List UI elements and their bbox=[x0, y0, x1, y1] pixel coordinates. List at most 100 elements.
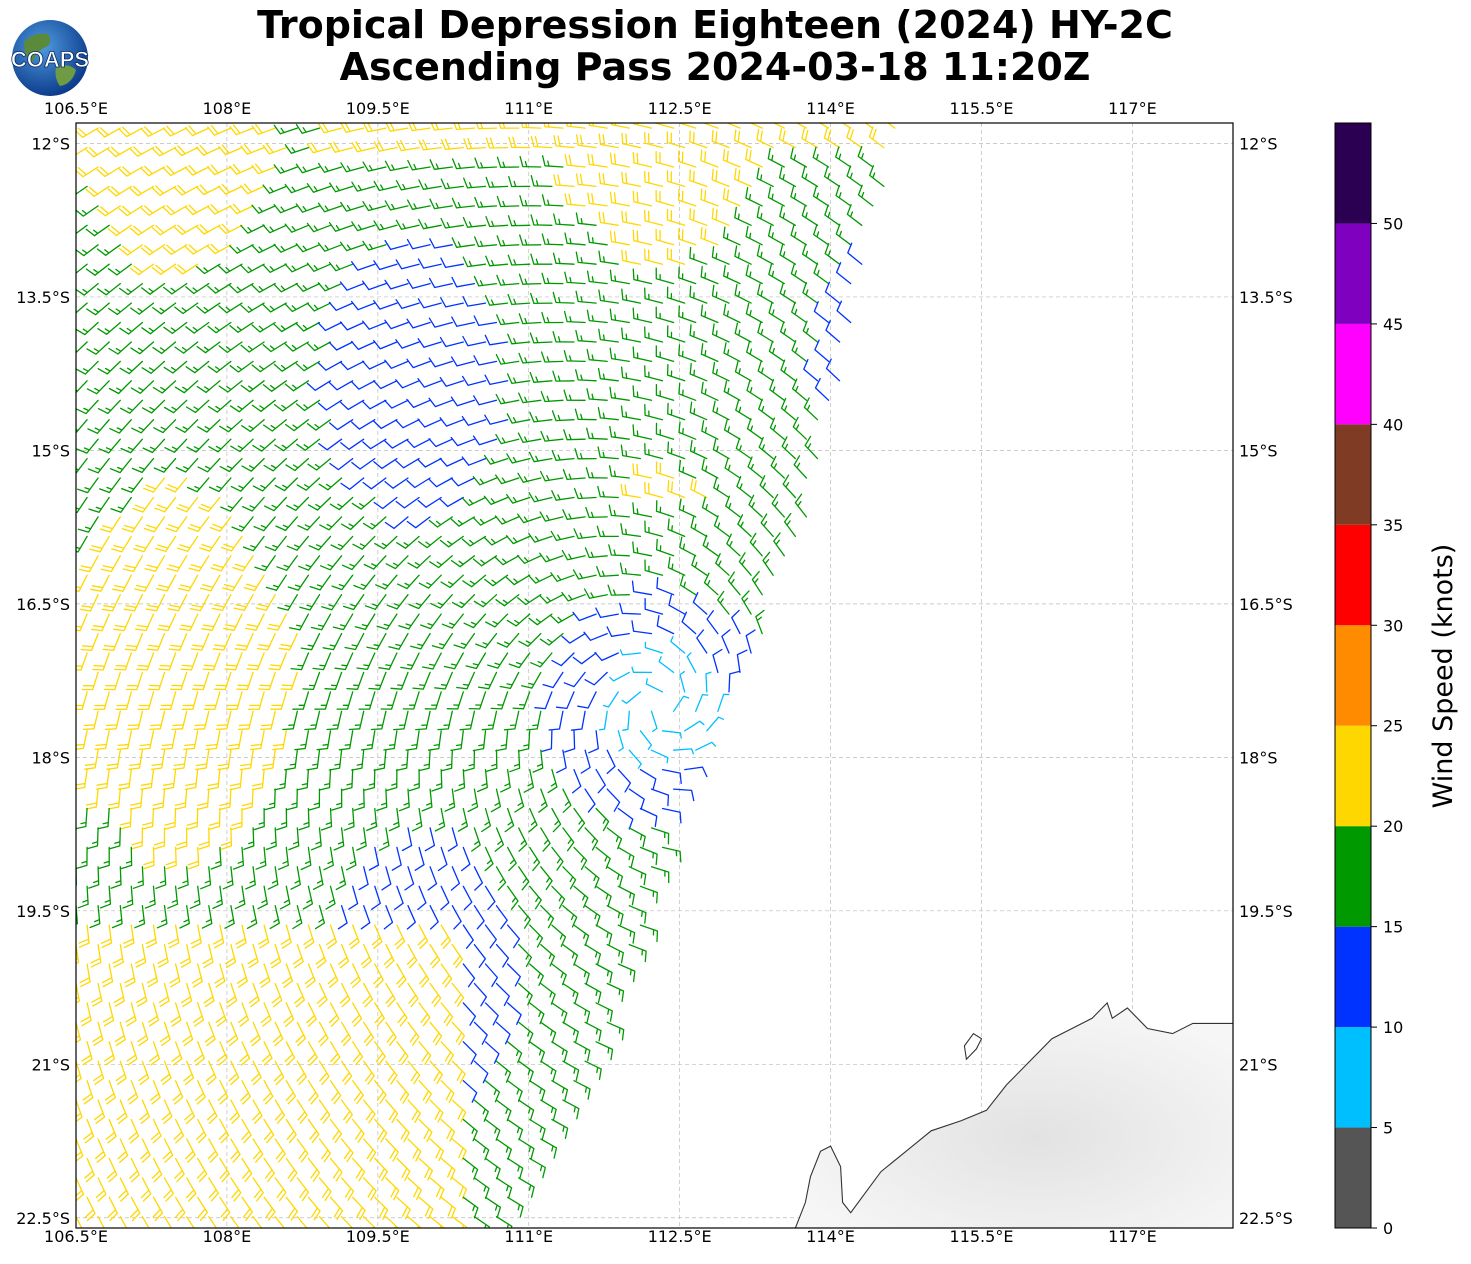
wind-barb bbox=[254, 555, 276, 572]
wind-barb bbox=[738, 552, 752, 576]
wind-barb bbox=[650, 788, 670, 807]
wind-barb bbox=[348, 710, 365, 731]
wind-barb bbox=[208, 1177, 219, 1202]
wind-barb bbox=[187, 846, 200, 870]
wind-barb bbox=[115, 691, 132, 711]
wind-barb bbox=[639, 730, 653, 750]
wind-barb bbox=[418, 574, 442, 589]
wind-barb bbox=[462, 574, 487, 588]
wind-barb bbox=[644, 598, 664, 615]
wind-barb bbox=[299, 594, 321, 611]
wind-barb bbox=[396, 1080, 410, 1104]
wind-barb bbox=[632, 424, 653, 440]
wind-barb bbox=[700, 188, 719, 207]
wind-barb bbox=[417, 338, 442, 348]
wind-barb bbox=[295, 282, 321, 292]
wind-barb bbox=[655, 228, 675, 246]
wind-barb bbox=[528, 492, 553, 503]
wind-barb bbox=[230, 1138, 241, 1163]
wind-barb bbox=[658, 656, 675, 674]
wind-barb bbox=[723, 342, 741, 363]
lon-tick-label: 108°E bbox=[203, 1227, 252, 1246]
wind-barb bbox=[483, 454, 509, 465]
wind-barb bbox=[518, 866, 530, 891]
wind-barb bbox=[162, 205, 188, 216]
wind-barb bbox=[86, 341, 110, 355]
wind-barb bbox=[328, 341, 354, 351]
wind-barb bbox=[152, 341, 177, 355]
wind-barb bbox=[78, 924, 90, 948]
wind-barb bbox=[661, 807, 682, 824]
wind-barb bbox=[749, 532, 763, 557]
wind-barb bbox=[749, 123, 763, 129]
wind-barb bbox=[85, 788, 99, 810]
wind-barb bbox=[76, 419, 88, 434]
wind-barb bbox=[518, 982, 533, 1006]
wind-barb bbox=[405, 730, 420, 751]
wind-barb bbox=[318, 1138, 332, 1163]
wind-barb bbox=[76, 555, 77, 558]
wind-barb bbox=[133, 535, 155, 553]
wind-barb bbox=[174, 341, 199, 354]
wind-barb bbox=[584, 788, 596, 813]
wind-barb bbox=[412, 671, 431, 690]
wind-barb bbox=[778, 128, 797, 149]
wind-barb bbox=[606, 827, 623, 850]
wind-barb bbox=[447, 827, 458, 852]
wind-barb bbox=[96, 127, 121, 138]
wind-barb bbox=[541, 311, 564, 324]
wind-barb bbox=[119, 807, 132, 830]
wind-barb bbox=[780, 397, 797, 421]
wind-barb bbox=[609, 308, 630, 324]
wind-barb bbox=[609, 152, 630, 168]
wind-barb bbox=[273, 360, 298, 372]
wind-barb bbox=[586, 348, 608, 363]
wind-barb bbox=[506, 1196, 524, 1218]
wind-barb bbox=[321, 594, 343, 611]
wind-barb bbox=[294, 730, 310, 751]
colorbar-tick-label: 20 bbox=[1383, 817, 1403, 836]
wind-barb bbox=[252, 438, 276, 452]
wind-barb bbox=[111, 535, 132, 553]
wind-barb bbox=[598, 172, 619, 188]
wind-barb bbox=[450, 356, 476, 367]
wind-barb bbox=[383, 943, 395, 969]
wind-barb bbox=[429, 1216, 445, 1228]
wind-barb bbox=[494, 515, 520, 525]
wind-barb bbox=[519, 195, 542, 207]
wind-barb bbox=[207, 124, 232, 136]
wind-barb bbox=[76, 457, 88, 474]
wind-barb bbox=[494, 474, 520, 485]
wind-barb bbox=[746, 418, 763, 440]
colorbar-tick-label: 50 bbox=[1383, 214, 1403, 233]
wind-barb bbox=[528, 532, 553, 543]
island-outline bbox=[963, 1032, 983, 1061]
wind-barb bbox=[76, 1021, 82, 1044]
wind-barb bbox=[89, 905, 101, 929]
wind-barb bbox=[439, 457, 464, 467]
wind-barb bbox=[163, 282, 188, 295]
wind-barb bbox=[306, 183, 332, 193]
wind-barb bbox=[163, 360, 188, 374]
title-line-2: Ascending Pass 2024-03-18 11:20Z bbox=[339, 45, 1091, 89]
wind-barb bbox=[824, 243, 841, 265]
wind-barb bbox=[768, 263, 785, 285]
wind-barb bbox=[583, 588, 608, 599]
wind-barb bbox=[595, 1002, 613, 1022]
wind-barb bbox=[472, 435, 498, 446]
wind-barb bbox=[518, 1021, 534, 1044]
wind-barb bbox=[437, 710, 453, 731]
wind-barb bbox=[388, 632, 409, 650]
wind-barb bbox=[76, 166, 99, 178]
wind-barb bbox=[459, 710, 476, 731]
lat-tick-label: 16.5°S bbox=[1239, 595, 1293, 614]
wind-barb bbox=[329, 141, 354, 153]
wind-barb bbox=[242, 535, 265, 552]
wind-barb bbox=[607, 584, 630, 596]
wind-barb bbox=[76, 827, 77, 843]
wind-barb bbox=[440, 885, 450, 911]
wind-barb bbox=[404, 866, 415, 891]
wind-barb bbox=[87, 457, 110, 474]
wind-barb bbox=[174, 263, 199, 275]
wind-barb bbox=[563, 429, 586, 441]
